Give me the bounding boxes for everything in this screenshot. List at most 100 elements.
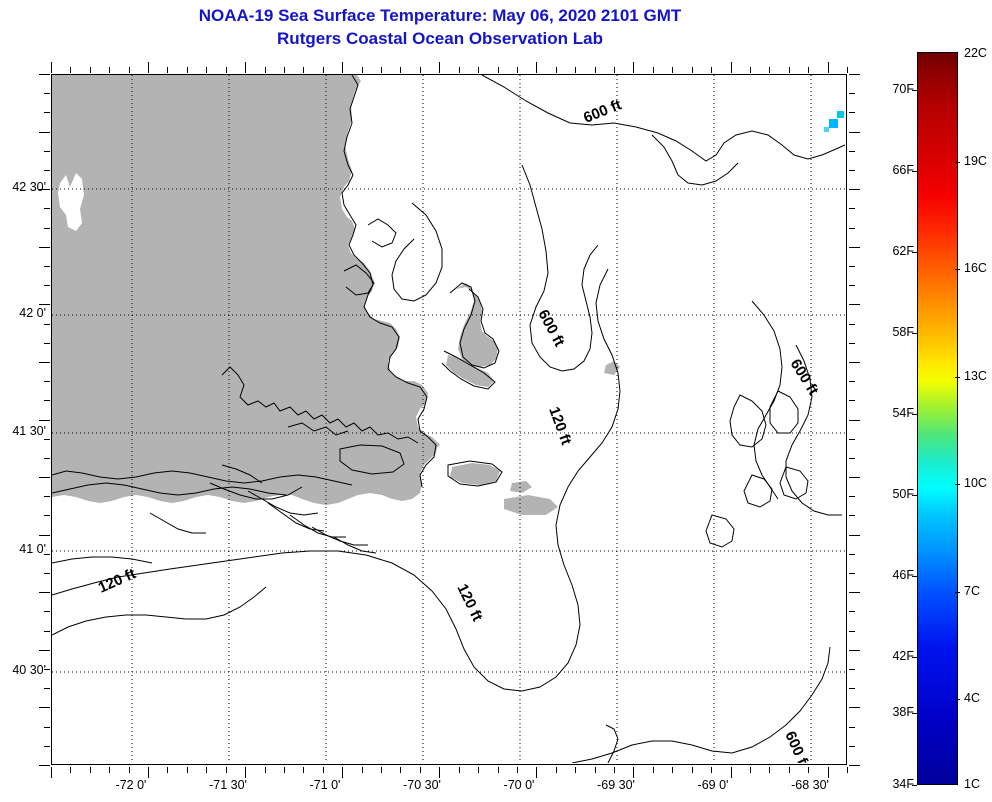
cloudfree-patch-nw: [58, 173, 84, 231]
contour-bank-e2: [769, 390, 799, 434]
lon-label-2: -71 0': [309, 778, 341, 792]
tick-right: [849, 631, 855, 632]
tick-bottom: [808, 767, 809, 773]
temperature-colorbar[interactable]: [917, 52, 958, 785]
tick-left: [39, 304, 50, 305]
tick-right: [849, 189, 860, 190]
contour-120ft-sw: [52, 586, 267, 636]
contour-shoals-7: [149, 512, 206, 534]
tick-left: [39, 189, 50, 190]
tick-top: [828, 62, 829, 73]
tick-top: [303, 67, 304, 73]
tick-bottom: [206, 767, 207, 773]
tick-right: [849, 727, 855, 728]
colorbar-tick-f: [912, 414, 917, 415]
tick-bottom: [692, 767, 693, 773]
tick-bottom: [536, 767, 537, 778]
sst-map[interactable]: 600 ft 600 ft 600 ft 120 ft 120 ft 120 f…: [51, 74, 847, 765]
coastline-marthas-vineyard: [339, 444, 405, 475]
colorbar-label-c-4C: 4C: [964, 691, 980, 705]
tick-top: [556, 67, 557, 73]
tick-left: [44, 573, 50, 574]
land-bit-2: [510, 481, 532, 493]
tick-right: [849, 765, 860, 766]
tick-left: [44, 631, 50, 632]
coastline-cape-ann: [367, 218, 397, 248]
contour-600ft-north: [481, 75, 845, 162]
tick-left: [44, 228, 50, 229]
tick-bottom: [342, 767, 343, 778]
tick-left: [39, 650, 50, 651]
lon-label-4: -70 0': [503, 778, 535, 792]
colorbar-label-f-46F: 46F: [892, 568, 914, 582]
tick-bottom: [303, 767, 304, 773]
tick-right: [849, 573, 855, 574]
lat-lon-grid: [52, 75, 845, 763]
tick-top: [653, 67, 654, 73]
land-mass-capecod-hook: [446, 355, 494, 387]
lon-label-5: -69 30': [597, 778, 635, 792]
tick-top: [206, 67, 207, 73]
tick-top: [633, 62, 634, 73]
contour-600ft-north-b: [651, 134, 739, 186]
colorbar-tick-f: [912, 171, 917, 172]
tick-top: [808, 67, 809, 73]
tick-left: [44, 324, 50, 325]
tick-bottom: [847, 767, 848, 773]
tick-right: [849, 381, 855, 382]
tick-top: [595, 67, 596, 73]
tick-top: [90, 67, 91, 73]
tick-left: [44, 688, 50, 689]
tick-bottom: [226, 767, 227, 773]
coastline-capecod-bay: [441, 350, 496, 390]
tick-right: [849, 611, 855, 612]
tick-left: [39, 247, 50, 248]
tick-left: [39, 132, 50, 133]
colorbar-tick-c: [955, 699, 960, 700]
colorbar-gradient: [917, 52, 958, 785]
tick-bottom: [653, 767, 654, 773]
land-mass-capecod: [456, 283, 498, 367]
tick-top: [731, 62, 732, 73]
coastline-buzzards-bay: [287, 422, 349, 436]
colorbar-tick-c: [955, 592, 960, 593]
tick-top: [459, 67, 460, 73]
colorbar-label-f-70F: 70F: [892, 82, 914, 96]
tick-left: [39, 420, 50, 421]
lat-label-3: 41 0': [19, 542, 46, 556]
tick-bottom: [70, 767, 71, 773]
colorbar-label-f-38F: 38F: [892, 705, 914, 719]
tick-top: [148, 62, 149, 73]
tick-left: [44, 746, 50, 747]
colorbar-label-f-50F: 50F: [892, 487, 914, 501]
tick-right: [849, 535, 860, 536]
tick-top: [517, 67, 518, 73]
contour-inner-1: [52, 556, 153, 564]
tick-top: [847, 67, 848, 73]
tick-bottom: [711, 767, 712, 773]
lat-label-4: 40 30': [12, 663, 46, 677]
contour-bank-e4: [779, 466, 809, 500]
tick-bottom: [90, 767, 91, 773]
tick-bottom: [575, 767, 576, 773]
tick-bottom: [769, 767, 770, 773]
tick-top: [362, 67, 363, 73]
tick-bottom: [789, 767, 790, 773]
tick-left: [44, 266, 50, 267]
tick-bottom: [478, 767, 479, 773]
tick-bottom: [595, 767, 596, 773]
tick-bottom: [187, 767, 188, 773]
tick-right: [849, 592, 860, 593]
tick-right: [849, 650, 860, 651]
tick-right: [849, 228, 855, 229]
tick-left: [39, 74, 50, 75]
coastline-rhodeisland: [221, 366, 419, 444]
contour-shoals-3: [267, 502, 325, 532]
tick-right: [849, 362, 860, 363]
tick-top: [769, 67, 770, 73]
tick-left: [44, 727, 50, 728]
land-mass-marthas-vineyard: [342, 447, 404, 473]
tick-top: [439, 62, 440, 73]
tick-bottom: [245, 767, 246, 778]
tick-bottom: [556, 767, 557, 773]
